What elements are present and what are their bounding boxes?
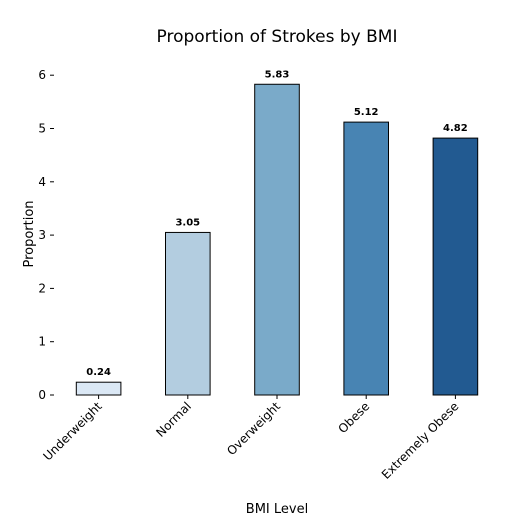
y-tick-label: 0: [38, 388, 46, 402]
x-tick-label: Extremely Obese: [379, 399, 462, 482]
bar-value-label: 0.24: [86, 367, 111, 378]
y-axis: 0 1 2 3 4 5 6: [38, 68, 54, 402]
y-tick-label: 3: [38, 228, 46, 242]
y-tick-label: 5: [38, 122, 46, 136]
x-tick-label: Normal: [153, 399, 194, 440]
bar-value-label: 5.83: [265, 69, 290, 80]
x-tick-label: Overweight: [224, 399, 283, 458]
bar: [76, 382, 121, 395]
bar: [255, 84, 300, 395]
x-tick-label: Obese: [335, 399, 372, 436]
bar: [433, 138, 478, 395]
x-tick-label: Underweight: [41, 399, 105, 463]
bar: [344, 122, 389, 395]
y-tick-label: 6: [38, 68, 46, 82]
bar: [166, 232, 211, 395]
bar-value-label: 4.82: [443, 123, 468, 134]
y-tick-label: 2: [38, 281, 46, 295]
y-tick-label: 1: [38, 335, 46, 349]
chart-title: Proportion of Strokes by BMI: [157, 27, 398, 47]
y-tick-label: 4: [38, 175, 46, 189]
bar-value-label: 3.05: [175, 217, 200, 228]
x-axis: Underweight Normal Overweight Obese Extremel…: [41, 395, 462, 482]
bar-value-label: 5.12: [354, 107, 379, 118]
x-axis-label: BMI Level: [246, 502, 308, 517]
y-axis-label: Proportion: [22, 200, 37, 267]
bars: [76, 84, 477, 395]
